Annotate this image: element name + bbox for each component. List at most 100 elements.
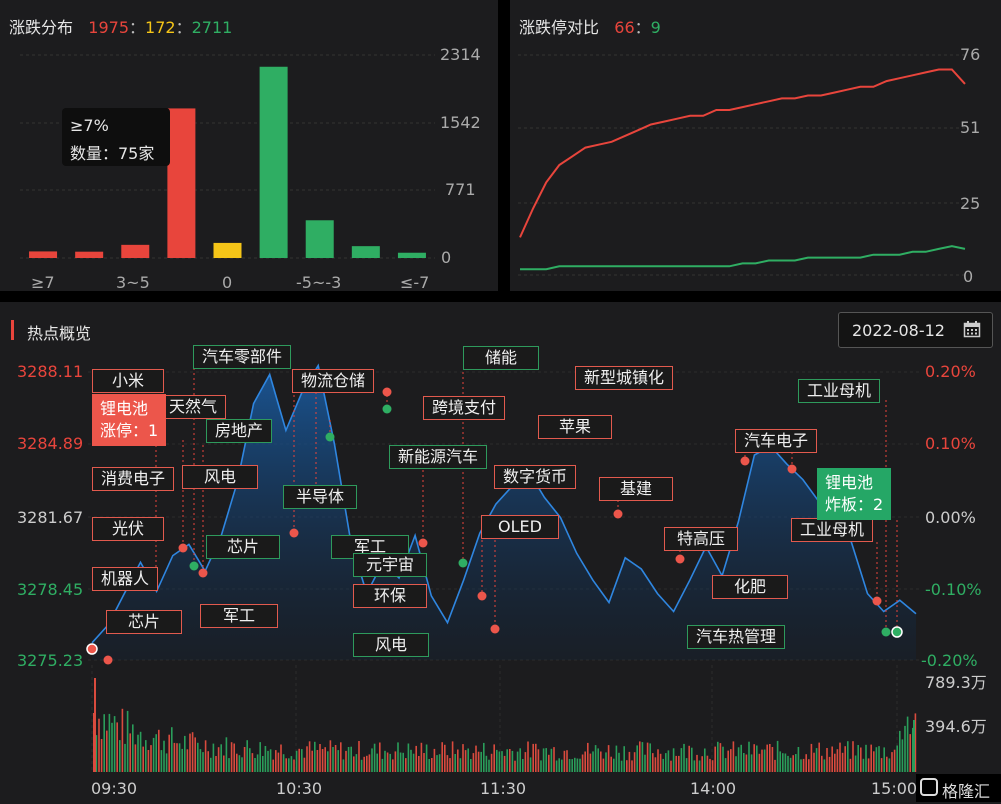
volume-bar [628,751,631,772]
topic-tag[interactable]: 汽车零部件 [193,345,292,369]
volume-bar [111,722,113,772]
topic-tag[interactable]: 风电 [182,465,259,489]
volume-bar [641,742,644,772]
topic-tag[interactable]: 元宇宙 [353,553,428,577]
volume-bar [704,748,706,772]
topic-tag[interactable]: 苹果 [538,415,613,439]
topic-tag[interactable]: 环保 [353,584,428,608]
volume-bar [654,757,657,772]
topic-tag[interactable]: 机器人 [92,567,159,591]
limit-up-marker [477,591,487,601]
topic-tag[interactable]: 新能源汽车 [389,445,488,469]
limit-up-highlight[interactable]: 锂电池 涨停：1 [92,394,167,446]
broken-limit-highlight[interactable]: 锂电池 炸板：2 [817,468,892,520]
topic-tag[interactable]: 光伏 [92,517,165,541]
topic-tag[interactable]: 消费电子 [92,467,175,491]
volume-bar [913,720,915,772]
volume-bar [568,759,571,772]
volume-bar [230,742,233,772]
volume-bar [272,759,274,772]
volume-bar [574,757,576,772]
distribution-bar-chart [20,54,435,259]
bar [259,66,288,258]
limit-up-marker [418,538,428,548]
bar [121,244,150,258]
volume-bar [854,755,857,772]
volume-bar [142,746,144,772]
volume-bar [327,751,329,772]
volume-bar [540,760,542,772]
topic-tag[interactable]: 物流仓储 [292,369,375,393]
volume-bar [763,749,766,772]
volume-bar [542,748,545,772]
volume-bar [774,759,776,772]
volume-bar [301,749,303,772]
volume-bar [841,752,844,772]
volume-bar [238,755,241,772]
topic-tag[interactable]: 军工 [200,604,279,628]
calendar-icon[interactable] [963,320,981,338]
topic-tag[interactable]: 基建 [599,477,674,501]
volume-bar [753,744,755,772]
volume-bar [672,748,675,772]
distribution-panel: 涨跌分布 1975：172：2711 2314 1542 771 0 ≥7 3~… [0,0,498,292]
volume-bar [592,751,594,772]
limit-up-marker [382,387,392,397]
volume-bar [451,741,454,772]
volume-bar [165,753,168,772]
topic-tag[interactable]: 跨境支付 [423,396,506,420]
volume-bar [158,729,160,772]
dist-y-tick: 0 [441,248,452,267]
topic-tag[interactable]: 化肥 [712,575,789,599]
topic-tag[interactable]: 芯片 [106,610,183,634]
topic-tag[interactable]: 天然气 [160,395,227,419]
volume-bar [210,757,212,772]
topic-tag[interactable]: 小米 [92,369,165,393]
topic-tag[interactable]: 半导体 [283,485,358,509]
volume-bar [805,754,807,772]
volume-bar [745,754,748,772]
topic-tag[interactable]: 数字货币 [494,465,577,489]
volume-bar [225,737,228,772]
volume-bar [797,747,800,772]
topic-tag[interactable]: OLED [481,515,559,539]
bar [351,246,380,258]
topic-tag[interactable]: 汽车热管理 [687,625,786,649]
broken-marker [881,627,891,637]
volume-bar [366,755,368,772]
topic-tag[interactable]: 工业母机 [798,379,881,403]
volume-bar [496,749,498,772]
volume-bar [836,749,839,772]
volume-bar [228,758,230,772]
volume-bar [571,759,573,772]
topic-tag[interactable]: 新型城镇化 [575,366,674,390]
volume-bar [295,750,298,772]
volume-bar [870,744,872,772]
volume-bar [683,743,685,772]
limit-up-marker [740,456,750,466]
volume-bar [269,749,272,772]
volume-bar [652,753,654,772]
volume-bar [719,743,722,772]
topic-tag[interactable]: 特高压 [664,527,739,551]
topic-tag[interactable]: 房地产 [206,419,273,443]
topic-tag[interactable]: 汽车电子 [735,429,818,453]
volume-bar [849,758,852,772]
distribution-title: 涨跌分布 1975：172：2711 [9,18,233,37]
volume-bar [285,758,287,772]
volume-bar [701,756,703,772]
volume-bar [249,748,251,772]
volume-bar [275,750,277,772]
logo-icon [920,778,938,796]
dist-x-label: 3~5 [116,273,150,292]
volume-bar [168,734,170,772]
volume-bar [363,756,365,772]
volume-bar [685,758,688,772]
volume-bar [891,752,893,772]
topic-tag[interactable]: 储能 [463,346,540,370]
topic-tag[interactable]: 工业母机 [791,518,874,542]
date-picker[interactable]: 2022-08-12 [838,312,993,348]
volume-bar [381,758,384,772]
topic-tag[interactable]: 风电 [353,633,430,657]
topic-tag[interactable]: 芯片 [206,535,281,559]
